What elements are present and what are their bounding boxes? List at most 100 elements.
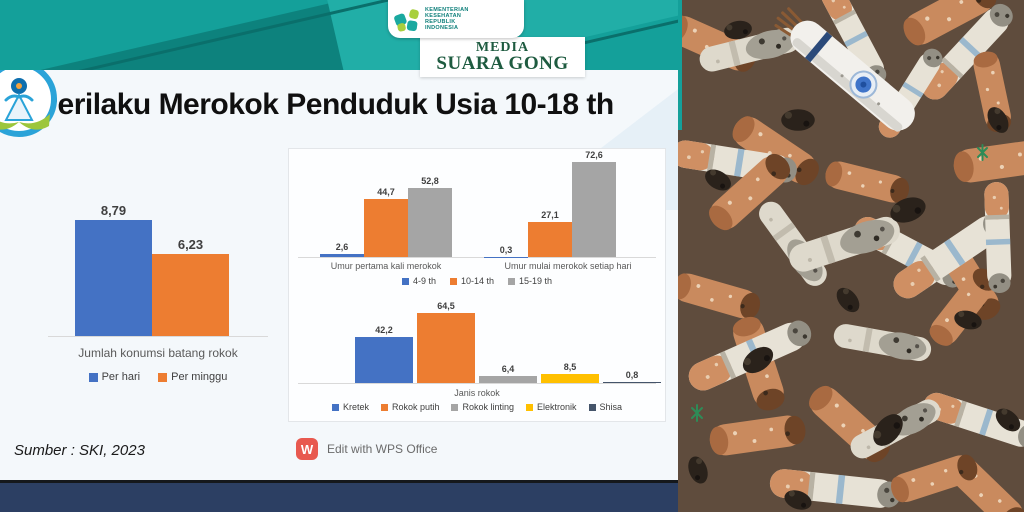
legend-item: 4-9 th [401, 276, 436, 286]
eco-mark [691, 144, 988, 422]
ministry-name-line: INDONESIA [425, 25, 459, 31]
wps-office-icon[interactable]: W [296, 438, 318, 460]
chart-plot-area: 2,6 44,7 52,8 0,3 27,1 72,6 [298, 149, 656, 257]
chart-legend: Per hari Per minggu [42, 371, 274, 383]
legend-item: Kretek [331, 402, 369, 412]
bar-with-label: 2,6 [320, 242, 364, 257]
bar [603, 382, 661, 383]
media-suara-gong-banner: MEDIA SUARA GONG [420, 37, 585, 77]
bar [75, 220, 152, 336]
page-title: Perilaku Merokok Penduduk Usia 10-18 th [38, 88, 614, 121]
health-family-logo-icon [0, 70, 62, 147]
legend-label: 10-14 th [460, 276, 494, 286]
chart-umur-merokok: 2,6 44,7 52,8 0,3 27,1 72,6 Umur pertama kali… [298, 149, 656, 286]
media-banner-line1: MEDIA [475, 40, 530, 55]
bar-with-label: 52,8 [408, 176, 452, 257]
bar [364, 198, 408, 257]
bar-value-label: 2,6 [335, 241, 349, 252]
chart-jenis-rokok: 42,2 64,5 6,4 8,5 0,8 Janis rokok Kretek Roko… [298, 295, 661, 412]
bar-value-label: 72,6 [585, 150, 603, 160]
legend-label: Elektronik [537, 402, 577, 412]
legend-label: Per hari [101, 371, 141, 383]
bar [541, 373, 599, 383]
bar-group: 8,79 6,23 [75, 203, 229, 336]
bar-group: 2,6 44,7 52,8 [320, 176, 452, 257]
bar-value-label: 6,23 [177, 236, 204, 252]
slide-content: Perilaku Merokok Penduduk Usia 10-18 th … [0, 70, 678, 480]
bottom-navy-strip [0, 480, 678, 512]
legend-item: Rokok linting [451, 402, 514, 412]
legend-label: Rokok linting [462, 402, 515, 412]
category-label: Umur pertama kali merokok [330, 261, 442, 271]
chart-plot-area: 42,2 64,5 6,4 8,5 0,8 [298, 295, 661, 383]
category-labels-row: Umur pertama kali merokok Umur mulai mero… [298, 261, 656, 271]
bar-value-label: 0,3 [499, 244, 513, 255]
legend-swatch [380, 403, 388, 411]
legend-item: 15-19 th [508, 276, 552, 286]
bar-value-label: 42,2 [375, 325, 393, 336]
bar-with-label: 27,1 [528, 210, 572, 257]
chart-jumlah-konsumsi: 8,79 6,23 Jumlah konumsi batang rokok Per… [42, 200, 274, 383]
legend-swatch [88, 372, 98, 382]
source-citation: Sumber : SKI, 2023 [14, 442, 145, 459]
bar-with-label: 8,79 [75, 203, 152, 336]
wps-button-label[interactable]: Edit with WPS Office [327, 442, 438, 456]
x-axis-line [298, 257, 656, 258]
legend-swatch [526, 403, 534, 411]
legend-label: 15-19 th [519, 276, 553, 286]
legend-label: Per minggu [171, 371, 228, 383]
legend-item: Shisa [588, 402, 622, 412]
bar-with-label: 6,4 [477, 364, 539, 383]
kemenkes-logo-icon [394, 9, 419, 32]
legend-swatch [158, 372, 168, 382]
ministry-name-line: KEMENTERIAN [425, 7, 469, 13]
bar [528, 221, 572, 257]
bar-with-label: 64,5 [415, 301, 477, 383]
legend-label: Kretek [342, 402, 369, 412]
vape-device [774, 7, 915, 132]
bar-group: 42,2 64,5 6,4 8,5 0,8 [353, 301, 663, 383]
bar [152, 253, 229, 336]
bar-value-label: 52,8 [421, 175, 439, 186]
legend-swatch [401, 277, 409, 285]
legend-item: Rokok putih [380, 402, 440, 412]
bar-value-label: 0,8 [625, 370, 639, 381]
chart-plot-area: 8,79 6,23 [42, 200, 274, 336]
bar-with-label: 8,5 [539, 362, 601, 383]
legend-swatch [451, 403, 459, 411]
bar-value-label: 44,7 [377, 186, 395, 197]
legend-item: 10-14 th [449, 276, 494, 286]
bar-with-label: 44,7 [364, 187, 408, 257]
chart-x-axis-title: Janis rokok [454, 388, 500, 398]
bar-with-label: 0,8 [601, 370, 663, 383]
bar-value-label: 8,79 [100, 203, 127, 218]
bar-value-label: 27,1 [541, 209, 559, 220]
ministry-name-line: KESEHATAN [425, 13, 462, 19]
media-banner-line2: SUARA GONG [436, 53, 569, 74]
ministry-name-line: REPUBLIK [425, 19, 456, 25]
legend-swatch [508, 277, 515, 285]
legend-item: Per hari [88, 371, 141, 383]
chart-x-axis-title: Jumlah konumsi batang rokok [78, 346, 238, 360]
bar-group: 0,3 27,1 72,6 [484, 150, 616, 257]
bar-with-label: 42,2 [353, 325, 415, 383]
legend-swatch [449, 277, 457, 285]
bar [320, 253, 364, 257]
legend-label: Rokok putih [391, 402, 440, 412]
chart-legend: 4-9 th 10-14 th 15-19 th [298, 276, 656, 286]
x-axis-line [298, 383, 656, 384]
edit-with-wps-button[interactable]: W Edit with WPS Office [296, 438, 437, 460]
bar-value-label: 64,5 [437, 301, 455, 311]
cigarette-butts-photo [678, 0, 1024, 512]
bar-with-label: 72,6 [572, 150, 616, 257]
x-axis-line [48, 336, 268, 337]
legend-swatch [331, 403, 339, 411]
legend-item: Per minggu [158, 371, 227, 383]
bar-with-label: 0,3 [484, 245, 528, 257]
bar-value-label: 6,4 [501, 364, 515, 375]
chart-legend: Kretek Rokok putih Rokok linting Elektronik… [298, 402, 656, 412]
bar [408, 187, 452, 257]
bar [572, 162, 616, 257]
legend-swatch [588, 403, 596, 411]
